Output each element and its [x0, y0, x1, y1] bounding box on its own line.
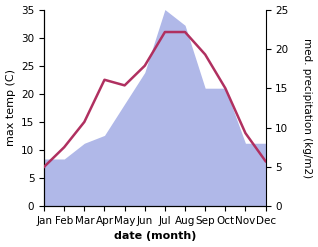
Y-axis label: med. precipitation (kg/m2): med. precipitation (kg/m2) [302, 38, 313, 178]
Y-axis label: max temp (C): max temp (C) [5, 69, 16, 146]
X-axis label: date (month): date (month) [114, 231, 196, 242]
